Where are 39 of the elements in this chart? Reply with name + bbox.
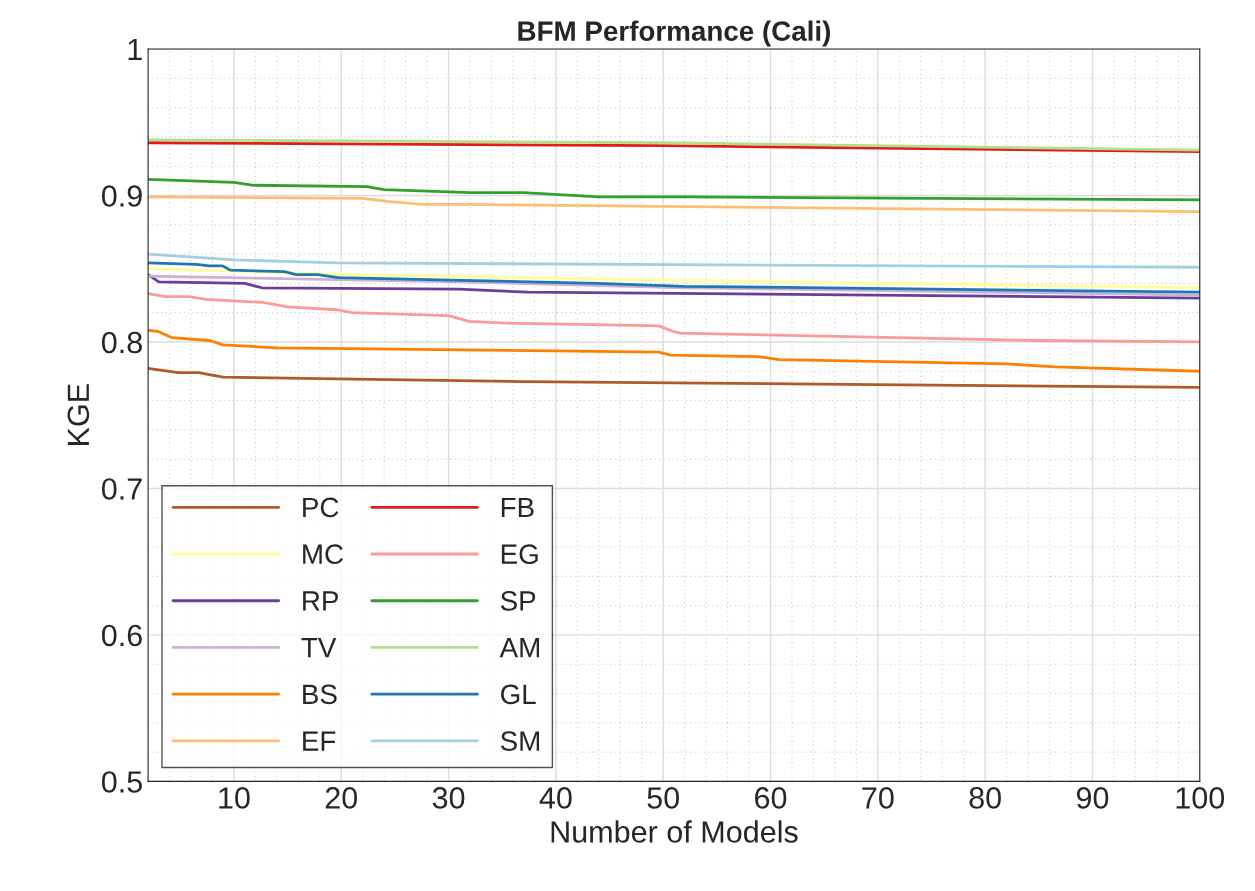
x-tick-label: 100 bbox=[1176, 787, 1225, 809]
x-tick-label: 50 bbox=[647, 787, 679, 809]
x-tick-label: 60 bbox=[755, 787, 787, 809]
x-tick-label: 70 bbox=[862, 787, 894, 809]
x-tick-label: 10 bbox=[219, 787, 250, 809]
legend-label: EG bbox=[501, 544, 538, 565]
legend-label: PC bbox=[303, 497, 339, 518]
line-series bbox=[148, 328, 1200, 373]
legend-label: EF bbox=[303, 731, 336, 751]
legend-label: AM bbox=[499, 638, 540, 658]
line-series bbox=[148, 261, 1200, 294]
x-tick-label: 90 bbox=[1076, 787, 1109, 809]
y-axis-title: KGE bbox=[67, 384, 90, 445]
x-tick-label: 40 bbox=[539, 787, 572, 809]
legend-label: BS bbox=[303, 684, 337, 705]
legend-label: MC bbox=[303, 544, 344, 565]
line-series bbox=[148, 177, 1200, 202]
legend-label: SP bbox=[500, 591, 536, 611]
x-axis-title: Number of Models bbox=[551, 820, 798, 843]
chart-title: BFM Performance (Cali) bbox=[518, 20, 830, 47]
y-tick-label: 0.5 bbox=[101, 771, 142, 793]
legend-label: FB bbox=[501, 497, 534, 518]
y-tick-label: 0.8 bbox=[101, 331, 142, 354]
line-series bbox=[148, 366, 1200, 389]
legend-label: RP bbox=[303, 591, 338, 611]
line-series bbox=[148, 292, 1200, 344]
y-tick-label: 0.9 bbox=[101, 185, 142, 207]
legend-label: TV bbox=[301, 638, 337, 658]
y-tick-label: 0.7 bbox=[101, 478, 142, 500]
line-series bbox=[148, 195, 1200, 213]
legend-label: GL bbox=[501, 684, 536, 705]
x-tick-label: 80 bbox=[969, 787, 1001, 809]
y-tick-label: 1 bbox=[128, 39, 142, 61]
x-tick-label: 30 bbox=[432, 787, 465, 809]
legend-label: SM bbox=[500, 731, 540, 751]
line-series bbox=[148, 267, 1200, 290]
y-tick-label: 0.6 bbox=[101, 624, 142, 647]
x-tick-label: 20 bbox=[325, 787, 358, 809]
line-series bbox=[148, 252, 1200, 269]
